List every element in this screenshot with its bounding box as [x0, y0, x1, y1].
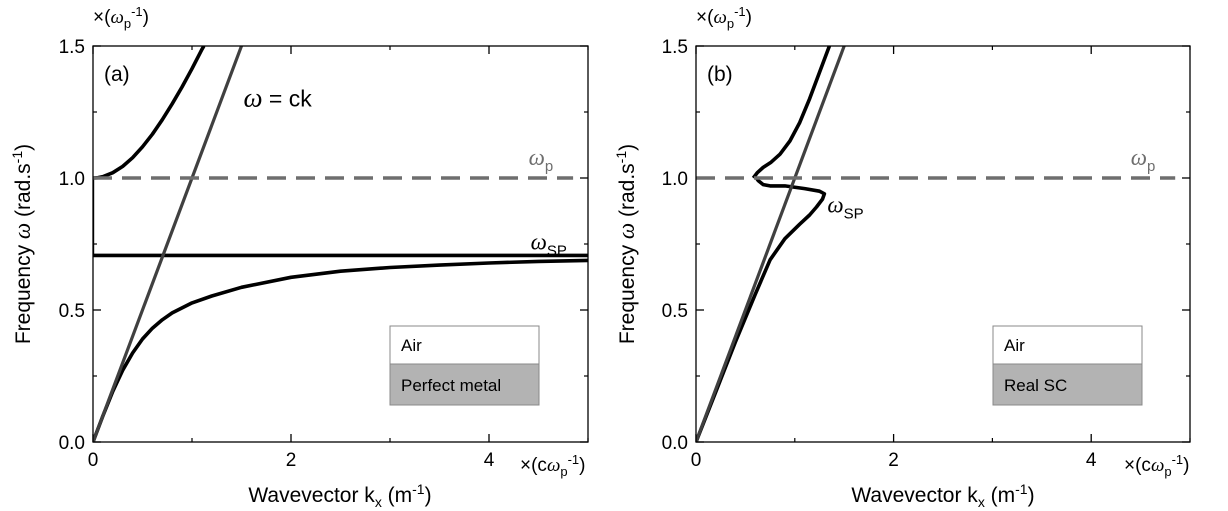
panel-a: 0 2 4 0.0 0.5 1.0 1.5 (a) ×(ωp-1) ×(cωp-1) Wav… [9, 4, 589, 510]
panel-label: (a) [104, 63, 130, 86]
legend-sc-label: Real SC [1004, 376, 1067, 395]
plot-frame [92, 45, 589, 443]
x-axis-title: Wavevector kx (m-1) [851, 481, 1034, 510]
y-axis-multiplier: ×(ωp-1) [696, 4, 752, 31]
x-tick-label: 2 [888, 450, 899, 471]
legend-sc-swatch [992, 363, 1143, 406]
x-tick-label: 0 [691, 450, 702, 471]
surface-plasmon-label: ωSP [827, 192, 863, 222]
series-upper-branch [751, 46, 832, 180]
x-tick-label: 4 [484, 450, 495, 471]
y-tick-label: 1.5 [59, 37, 85, 58]
series-light-line [696, 46, 846, 442]
x-tick-label: 4 [1086, 450, 1097, 471]
surface-plasmon-label: ωSP [531, 229, 567, 259]
x-axis-multiplier: ×(cωp-1) [520, 452, 585, 479]
legend-air-label: Air [1004, 336, 1025, 355]
legend-air-label: Air [401, 336, 422, 355]
x-tick-label: 0 [88, 450, 99, 471]
y-axis-multiplier: ×(ωp-1) [93, 4, 149, 31]
series-lower-branch-sp [696, 176, 827, 442]
y-tick-label: 0.0 [59, 433, 85, 454]
series-lower-branch-sp [93, 258, 588, 442]
plasma-frequency-label: ωp [1131, 145, 1156, 175]
plot-frame [695, 45, 1191, 443]
panel-label: (b) [707, 63, 733, 86]
legend-air-swatch [992, 325, 1143, 365]
y-tick-label: 1.0 [662, 169, 688, 190]
plasma-frequency-label: ωp [529, 145, 554, 175]
x-tick-label: 2 [286, 450, 297, 471]
legend-metal-swatch [389, 363, 540, 406]
legend: Air Real SC [992, 325, 1143, 406]
legend-air-swatch [389, 325, 540, 365]
y-tick-label: 1.0 [59, 169, 85, 190]
light-line-annotation: ω = ck [243, 83, 312, 113]
y-tick-label: 1.5 [662, 37, 688, 58]
legend: Air Perfect metal [389, 325, 540, 406]
x-axis-multiplier: ×(cωp-1) [1124, 452, 1189, 479]
series-upper-branch [93, 46, 206, 180]
x-axis-title: Wavevector kx (m-1) [248, 481, 431, 510]
y-tick-label: 0.5 [59, 301, 85, 322]
panel-b: 0 2 4 0.0 0.5 1.0 1.5 (b) ×(ωp-1) ×(cωp-1) Wav… [613, 4, 1191, 510]
y-axis-title: Frequency ω (rad.s-1) [613, 144, 639, 344]
y-tick-label: 0.0 [662, 433, 688, 454]
series-light-line [93, 46, 243, 442]
legend-metal-label: Perfect metal [401, 376, 501, 395]
y-tick-label: 0.5 [662, 301, 688, 322]
y-axis-title: Frequency ω (rad.s-1) [9, 144, 35, 344]
